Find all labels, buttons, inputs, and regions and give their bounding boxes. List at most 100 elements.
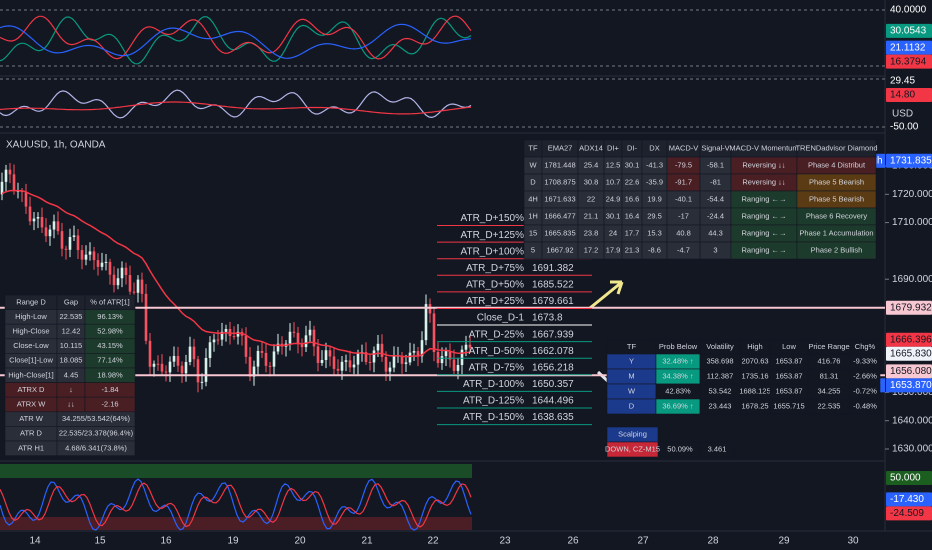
candle-body: [64, 248, 68, 250]
candle-body: [32, 218, 36, 222]
candle-body: [196, 359, 200, 383]
table-cell: Reversing ↓↓: [742, 177, 785, 186]
price-badge: [886, 153, 932, 168]
candle-body: [332, 356, 336, 369]
candle-body: [296, 332, 300, 345]
atr-value: 1691.382: [532, 263, 574, 274]
table-header: TF: [627, 342, 637, 351]
price-badge-label: 1679.932: [890, 302, 932, 313]
table-cell: W: [529, 160, 537, 169]
candle-body: [300, 344, 304, 348]
candle-body: [432, 313, 436, 352]
table-cell: -4.7: [677, 245, 690, 254]
atr-value: 1650.357: [532, 379, 574, 390]
table-cell: -41.3: [646, 160, 663, 169]
x-tick-label: 14: [29, 536, 41, 547]
candle-body: [164, 371, 168, 373]
candle-body: [388, 367, 392, 372]
table-cell: 81.31: [820, 371, 839, 380]
x-tick-label: 26: [567, 536, 579, 547]
table-header: Low: [782, 342, 796, 351]
table-cell-bg: [849, 398, 881, 415]
table-cell: 2070.63: [741, 356, 768, 365]
table-cell: Phase 5 Bearish: [809, 194, 864, 203]
candle-body: [44, 227, 48, 237]
table-header: TRENDadvisor Diamond: [795, 143, 877, 152]
candle-body: [440, 356, 444, 364]
table-header: MACD-V Momentum: [729, 143, 798, 152]
atr-label: ATR_D+75%: [466, 263, 524, 274]
atr-label: ATR_D+50%: [466, 280, 524, 291]
table-cell: Close-Low: [13, 341, 49, 350]
table-cell: 22.535/23.378(96.4%): [59, 429, 134, 438]
price-badge: [886, 54, 932, 69]
table-header: Price Range: [808, 342, 849, 351]
momentum-line: [0, 89, 472, 119]
candle-body: [56, 221, 60, 232]
table-header: EMA27: [548, 143, 573, 152]
scalping-probability: 50.09%: [667, 444, 693, 453]
scalping-value-bg: [699, 441, 735, 458]
table-header: MACD-V: [669, 143, 699, 152]
table-cell: Y: [629, 356, 634, 365]
table-cell: 40.8: [676, 228, 691, 237]
candle-body: [112, 274, 116, 286]
candle-body: [420, 340, 424, 357]
candle-body: [256, 350, 260, 367]
table-cell: Ranging ←→: [741, 211, 786, 220]
candle-body: [68, 237, 72, 250]
candle-body: [0, 181, 4, 195]
candle-body: [352, 364, 356, 368]
table-cell: 30.1: [625, 160, 640, 169]
atr-value: 1638.635: [532, 412, 574, 423]
candle-body: [412, 351, 416, 353]
price-badge-label: 16.3794: [890, 56, 927, 67]
table-header: High: [747, 342, 762, 351]
candle-body: [88, 251, 92, 255]
price-badge-label: 40.0000: [890, 5, 927, 16]
candle-body: [148, 340, 152, 367]
candle-body: [36, 216, 40, 219]
x-tick-label: 29: [778, 536, 790, 547]
price-badge-label: -24.509: [890, 508, 924, 519]
candle-body: [356, 353, 360, 365]
price-badge: [886, 300, 932, 315]
candle-body: [380, 343, 384, 357]
candle-body: [60, 231, 64, 249]
table-cell: 4H: [528, 194, 538, 203]
candle-body: [192, 346, 196, 360]
x-tick-label: 15: [94, 536, 106, 547]
y-tick-label: 1720.000: [892, 189, 932, 200]
table-cell: 22: [587, 194, 595, 203]
atr-value: 1673.8: [532, 313, 563, 324]
arrow-up: [589, 280, 624, 310]
price-badge-label: 1665.830: [890, 348, 932, 359]
table-cell: Phase 2 Bullish: [811, 245, 863, 254]
table-cell: High-Close[1]: [8, 370, 53, 379]
table-cell: High-Close: [12, 326, 49, 335]
candle-body: [96, 260, 100, 267]
table-cell: 24.9: [606, 194, 621, 203]
table-cell: 77.14%: [97, 356, 123, 365]
table-cell: -0.48%: [853, 401, 877, 410]
table-cell: 4.68/6.341(73.8%): [65, 443, 127, 452]
table-cell: -2.66%: [853, 371, 877, 380]
scalping-signal-bg: [606, 441, 659, 458]
table-cell: -58.1: [707, 160, 724, 169]
price-badge-label: -17.430: [890, 494, 924, 505]
table-cell: ↓↓: [67, 399, 75, 408]
table-cell: 17.2: [584, 245, 599, 254]
candle-body: [348, 360, 352, 368]
table-cell: 112.387: [707, 371, 734, 380]
price-badge: [886, 346, 932, 361]
table-cell: -2.16: [101, 399, 118, 408]
table-cell: 53.542: [709, 386, 732, 395]
table-header: Signal-V: [701, 143, 729, 152]
table-cell: -24.4: [707, 211, 724, 220]
candle-body: [188, 346, 192, 362]
table-cell: 34.38% ↑: [662, 371, 693, 380]
candle-body: [200, 381, 204, 383]
x-tick-label: 22: [427, 536, 439, 547]
table-cell: -9.33%: [853, 356, 877, 365]
atr-label: ATR_D+25%: [466, 296, 524, 307]
